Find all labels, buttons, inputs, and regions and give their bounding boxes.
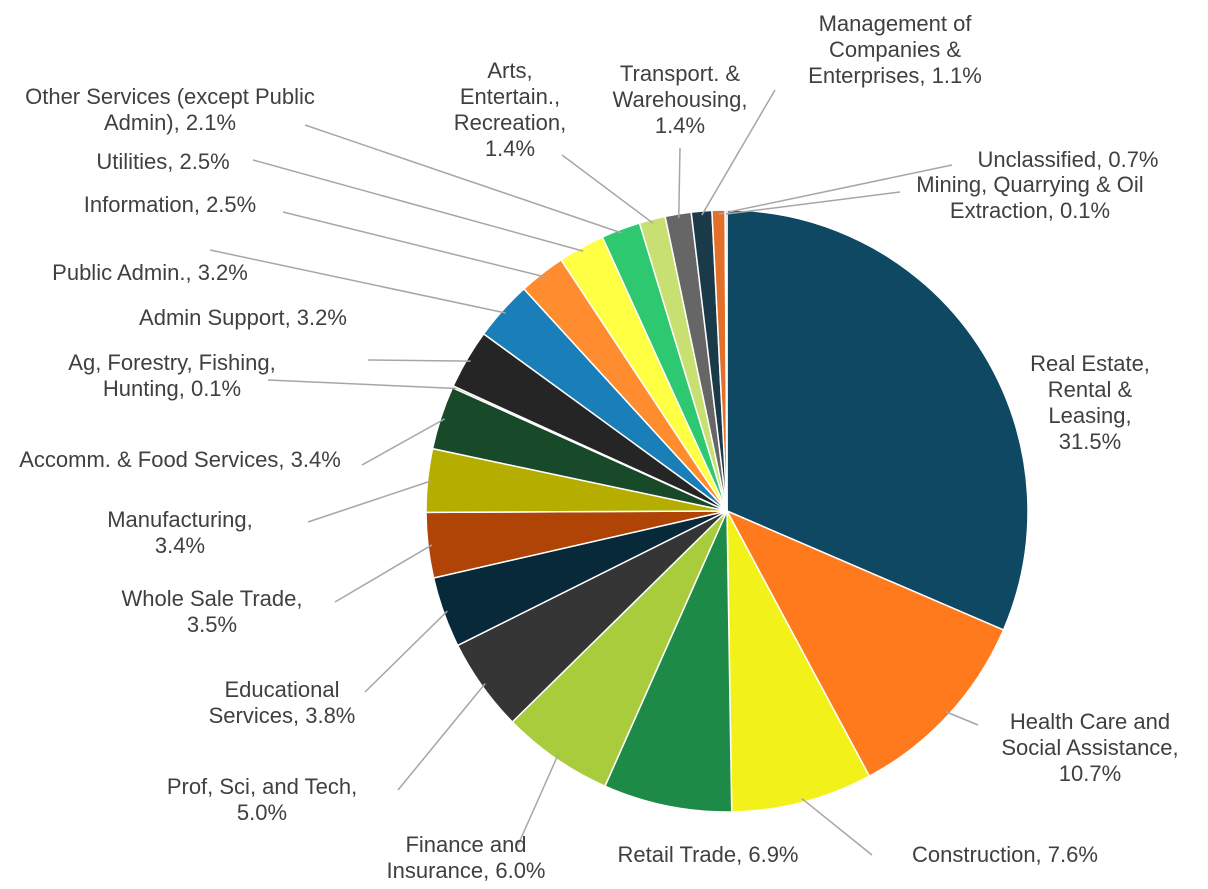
leader-line [209, 249, 506, 314]
slice-label: Educational Services, 3.8% [197, 677, 367, 729]
value-label: 2.5% [206, 192, 257, 217]
category-label: Health Care and Social Assistance, [1001, 709, 1179, 760]
slice-label: Finance and Insurance, 6.0% [379, 832, 554, 884]
value-label: 3.2% [197, 260, 248, 285]
leader-line [307, 480, 432, 523]
category-label: Arts, Entertain., Recreation, [453, 58, 567, 135]
leader-line [282, 211, 545, 278]
pie-slice [725, 509, 1005, 778]
slice-label: Utilities, 2.5% [96, 149, 229, 175]
slice-label: Other Services (except Public Admin), 2.… [25, 84, 315, 136]
leader-line [677, 147, 681, 218]
slice-label: Health Care and Social Assistance, 10.7% [983, 709, 1198, 787]
category-label: Retail Trade, [617, 842, 743, 867]
leader-line [718, 164, 953, 215]
category-label: Finance and Insurance, [386, 832, 527, 883]
slice-label: Construction, 7.6% [912, 842, 1098, 868]
leader-line [364, 610, 448, 693]
category-label: Educational Services, [208, 677, 340, 728]
category-label: Accomm. & Food Services, [19, 447, 285, 472]
leader-line [517, 754, 559, 846]
slice-label: Prof, Sci, and Tech, 5.0% [155, 774, 370, 826]
category-label: Construction, [912, 842, 1042, 867]
slice-label: Whole Sale Trade, 3.5% [112, 586, 312, 638]
leader-line [561, 154, 654, 224]
category-label: Admin Support, [139, 305, 291, 330]
value-label: 0.7% [1108, 147, 1159, 172]
value-label: 3.4% [154, 533, 206, 558]
category-label: Ag, Forestry, Fishing, Hunting, [68, 350, 276, 401]
category-label: Whole Sale Trade, [121, 586, 303, 611]
pie-slice [603, 510, 733, 813]
value-label: 1.4% [654, 113, 706, 138]
category-label: Management of Companies & Enterprises, [808, 11, 972, 88]
leader-line [801, 797, 873, 856]
leader-line [267, 379, 457, 390]
leader-line [334, 544, 433, 603]
category-label: Transport. & Warehousing, [612, 61, 748, 112]
leader-line [367, 359, 471, 362]
value-label: 2.1% [185, 110, 237, 135]
category-label: Mining, Quarrying & Oil Extraction, [916, 172, 1144, 223]
category-label: Unclassified, [977, 147, 1103, 172]
slice-label: Transport. & Warehousing, 1.4% [605, 61, 755, 139]
leader-line [397, 683, 486, 791]
leader-line [361, 418, 446, 466]
category-label: Public Admin., [52, 260, 192, 285]
category-label: Other Services (except Public Admin), [25, 84, 315, 135]
category-label: Information, [83, 192, 200, 217]
category-label: Real Estate, Rental & Leasing, [1030, 351, 1150, 428]
category-label: Prof, Sci, and Tech, [166, 774, 358, 799]
pie-slice [724, 209, 728, 512]
slice-label: Retail Trade, 6.9% [617, 842, 798, 868]
category-label: Manufacturing, [107, 507, 253, 532]
slice-label: Mining, Quarrying & Oil Extraction, 0.1% [908, 172, 1153, 224]
slice-label: Unclassified, 0.7% [978, 147, 1159, 173]
value-label: 31.5% [1058, 429, 1122, 454]
slice-label: Management of Companies & Enterprises, 1… [788, 11, 1003, 89]
value-label: 5.0% [236, 800, 288, 825]
slice-label: Manufacturing, 3.4% [100, 507, 260, 559]
leader-line [945, 711, 979, 726]
slice-label: Public Admin., 3.2% [52, 260, 248, 286]
value-label: 3.4% [290, 447, 341, 472]
category-label: Utilities, [96, 149, 174, 174]
value-label: 6.0% [495, 858, 546, 883]
slice-label: Arts, Entertain., Recreation, 1.4% [448, 58, 573, 162]
pie-slice [726, 209, 1029, 631]
value-label: 1.4% [484, 136, 536, 161]
slice-label: Real Estate, Rental & Leasing, 31.5% [1020, 351, 1160, 455]
slice-label: Information, 2.5% [84, 192, 256, 218]
value-label: 7.6% [1047, 842, 1098, 867]
slice-label: Accomm. & Food Services, 3.4% [0, 447, 360, 473]
value-label: 6.9% [748, 842, 799, 867]
slice-label: Admin Support, 3.2% [139, 305, 347, 331]
value-label: 2.5% [179, 149, 230, 174]
leader-line [304, 124, 623, 234]
slice-label: Ag, Forestry, Fishing, Hunting, 0.1% [57, 350, 287, 402]
value-label: 3.8% [305, 703, 356, 728]
value-label: 10.7% [1058, 761, 1122, 786]
leader-line [725, 191, 901, 215]
pie-slice [726, 510, 871, 813]
value-label: 3.2% [296, 305, 347, 330]
value-label: 0.1% [1059, 198, 1111, 223]
value-label: 0.1% [190, 376, 242, 401]
value-label: 3.5% [186, 612, 238, 637]
value-label: 1.1% [931, 63, 982, 88]
leader-line [252, 159, 584, 252]
leader-line [701, 89, 776, 216]
